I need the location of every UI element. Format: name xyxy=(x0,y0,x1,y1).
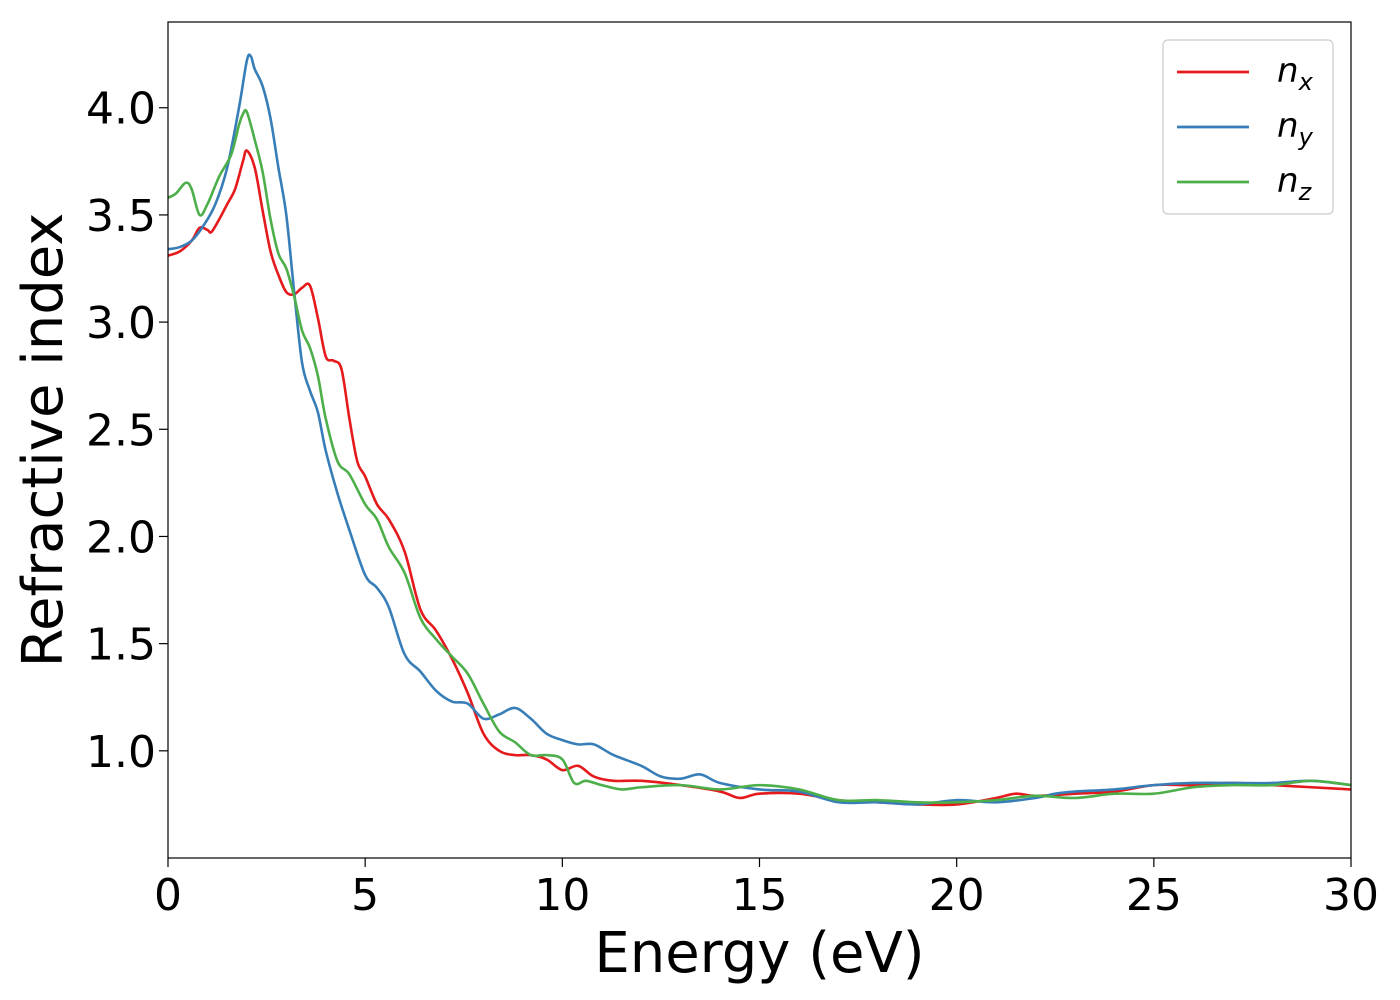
y-tick-label: 2.5 xyxy=(86,405,156,456)
x-tick-label: 0 xyxy=(154,870,182,921)
legend-label-nx: nx xyxy=(1277,51,1314,96)
x-tick-label: 20 xyxy=(929,870,985,921)
y-tick-label: 1.5 xyxy=(86,620,156,671)
x-tick-label: 5 xyxy=(351,870,379,921)
y-tick-label: 2.0 xyxy=(86,512,156,563)
series-layer xyxy=(168,53,1351,807)
y-axis-title: Refractive index xyxy=(11,213,76,668)
legend-label-ny: ny xyxy=(1277,106,1314,151)
x-tick-label: 25 xyxy=(1126,870,1182,921)
x-axis-ticks: 0 5 10 15 20 25 30 xyxy=(154,858,1379,921)
x-tick-label: 30 xyxy=(1323,870,1379,921)
legend: nx ny nz xyxy=(1162,39,1334,215)
y-axis-ticks: 1.0 1.5 2.0 2.5 3.0 3.5 4.0 xyxy=(86,84,168,778)
y-tick-label: 1.0 xyxy=(86,727,156,778)
series-line-ny xyxy=(168,53,1351,806)
plot-area xyxy=(167,21,1352,859)
series-line-nz xyxy=(168,108,1351,804)
x-tick-label: 10 xyxy=(534,870,590,921)
legend-label-nz: nz xyxy=(1277,161,1313,206)
y-tick-label: 3.5 xyxy=(86,191,156,242)
x-tick-label: 15 xyxy=(732,870,788,921)
y-tick-label: 3.0 xyxy=(86,298,156,349)
x-axis-title: Energy (eV) xyxy=(594,921,924,986)
y-tick-label: 4.0 xyxy=(86,84,156,135)
